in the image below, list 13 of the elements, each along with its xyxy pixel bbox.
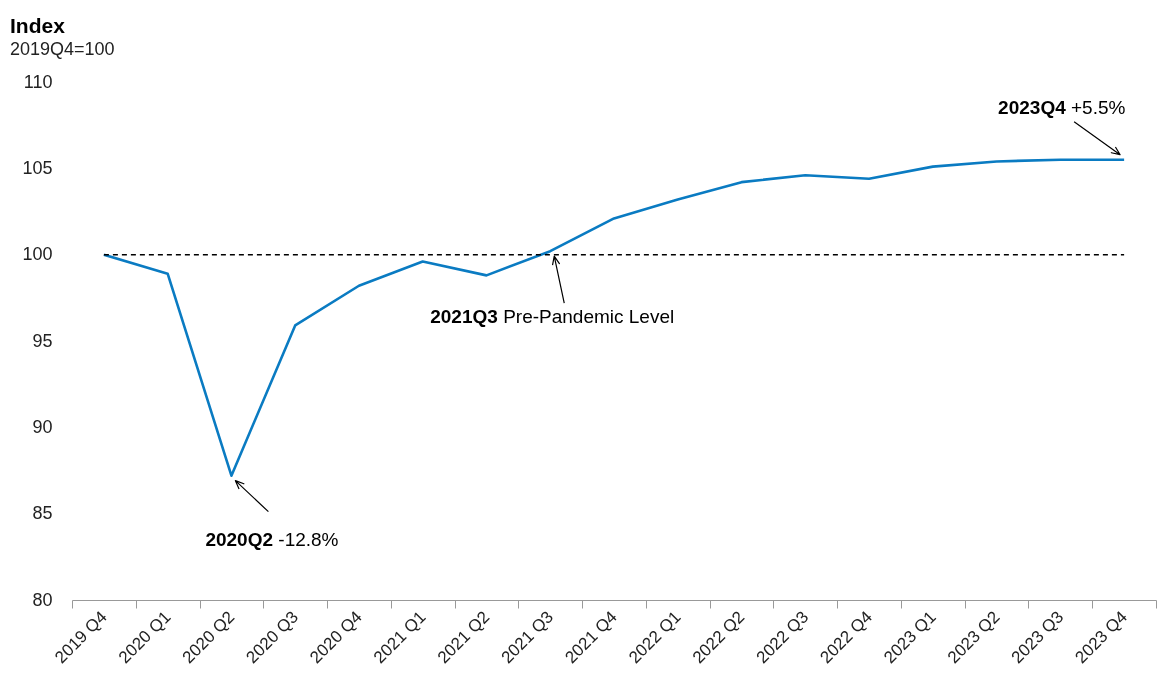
y-tick-label: 105 — [22, 157, 53, 178]
y-tick-label: 100 — [22, 244, 53, 265]
line-series — [102, 158, 1126, 477]
annotation: 2023Q4 +5.5% — [998, 96, 1126, 118]
y-tick-label: 110 — [23, 71, 53, 92]
y-tick-label: 85 — [32, 503, 53, 524]
y-tick-label: 80 — [32, 589, 53, 610]
annotation: 2020Q2 -12.8% — [205, 528, 339, 550]
annotation: 2021Q3 Pre-Pandemic Level — [430, 306, 675, 328]
chart-subtitle: 2019Q4=100 — [10, 39, 115, 59]
chart-title: Index — [10, 14, 66, 37]
y-tick-label: 95 — [32, 330, 53, 351]
y-tick-label: 90 — [32, 416, 53, 437]
